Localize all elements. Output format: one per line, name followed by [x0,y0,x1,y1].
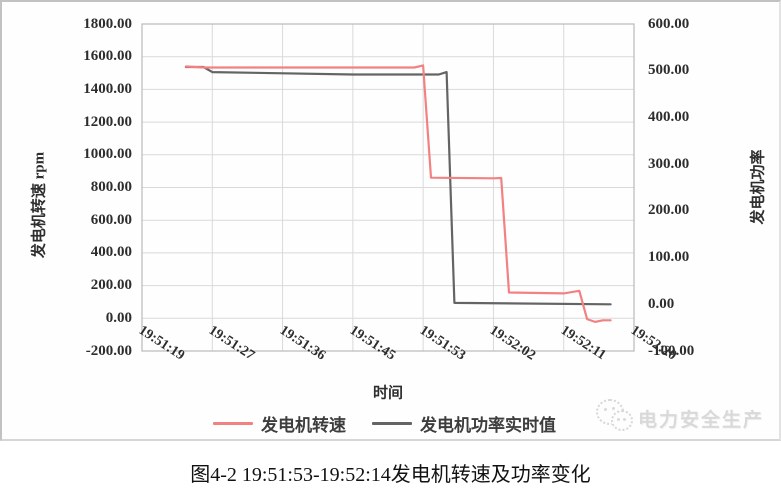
y-right-tick-label: 0.00 [648,295,675,312]
y-axis-left-title: 发电机转速 rpm [31,151,48,259]
y-left-tick-label: 1800.00 [83,15,132,32]
y-right-tick-label: 400.00 [648,108,690,125]
plot-canvas [141,23,635,352]
y-right-tick-label: 600.00 [648,15,690,32]
y-left-tick-label: 200.00 [90,277,132,294]
watermark-logo-icon [611,410,633,431]
y-right-tick-label: 300.00 [648,155,690,172]
y-axis-right-title: 发电机功率 [750,149,767,225]
y-left-tick-label: 1600.00 [83,48,132,65]
watermark: 电力安全生产 [594,397,774,437]
x-axis-title: 时间 [372,385,404,402]
y-right-tick-label: 100.00 [648,249,690,266]
chart-figure: 发电机转速 rpm 发电机功率 时间 发电机转速 发电机功率实时值 电力安全生产 [0,0,781,441]
plot-border [141,23,635,352]
series-line-right [184,65,612,306]
legend-item-power: 发电机功率实时值 [372,411,556,436]
y-left-tick-label: 1000.00 [83,146,132,163]
watermark-text: 电力安全生产 [638,410,765,431]
y-left-tick-label: -200.00 [85,342,132,359]
figure-caption: 图4-2 19:51:53-19:52:14发电机转速及功率变化 [190,464,591,486]
legend-label: 发电机转速 [261,416,346,435]
y-left-tick-label: 800.00 [90,179,132,195]
chart-legend: 发电机转速 发电机功率实时值 [213,411,556,436]
y-left-tick-label: 1400.00 [83,80,132,97]
y-left-tick-label: 600.00 [90,211,132,228]
legend-line-sample-red [213,422,253,425]
series-line-left [184,64,612,323]
legend-label: 发电机功率实时值 [420,416,556,435]
y-left-tick-label: 0.00 [105,309,132,326]
y-left-tick-label: 400.00 [90,244,132,261]
y-left-tick-label: 1200.00 [83,113,132,130]
legend-line-sample-gray [372,422,412,425]
y-right-tick-label: 200.00 [648,202,690,219]
y-right-tick-label: -100.00 [648,342,695,359]
y-right-tick-label: 500.00 [648,62,690,79]
legend-item-speed: 发电机转速 [213,411,346,436]
